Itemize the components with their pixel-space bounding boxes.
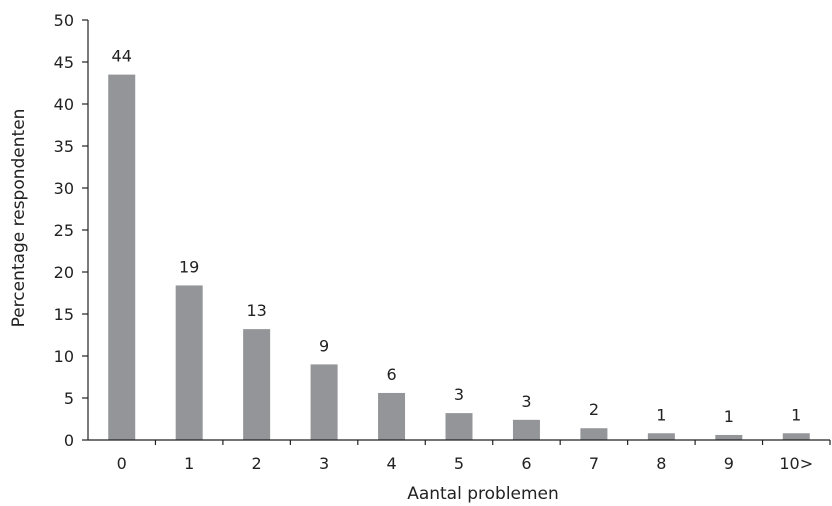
bar [108,74,136,440]
bar [310,364,338,440]
x-tick-label: 0 [117,454,127,473]
y-tick-label: 0 [64,431,74,450]
bar-value-label: 1 [656,405,666,424]
y-axis-ticks: 0 5 10 15 20 25 30 35 40 45 50 [54,11,88,450]
x-tick-label: 6 [521,454,531,473]
x-axis-title: Aantal problemen [407,484,559,504]
bars [108,74,810,440]
bar-value-label: 9 [319,336,329,355]
y-tick-label: 10 [54,347,74,366]
bar-value-label: 44 [112,47,132,66]
y-tick-label: 45 [54,53,74,72]
bar [782,433,810,440]
bar-value-label: 3 [454,385,464,404]
x-tick-label: 8 [656,454,666,473]
bar-value-label: 2 [589,400,599,419]
bar [580,428,608,440]
x-tick-label: 7 [589,454,599,473]
bar [175,285,203,440]
bar [715,434,743,440]
x-tick-label: 2 [252,454,262,473]
x-tick-label: 1 [184,454,194,473]
bar-value-label: 1 [724,407,734,426]
x-tick-label: 3 [319,454,329,473]
x-tick-label: 10> [779,454,813,473]
bar [647,433,675,440]
bar-value-label: 6 [386,365,396,384]
x-tick-label: 9 [724,454,734,473]
y-tick-label: 50 [54,11,74,30]
bar [378,392,406,440]
y-tick-label: 35 [54,137,74,156]
bar-value-label: 13 [246,301,266,320]
y-tick-label: 20 [54,263,74,282]
x-axis-ticks: 0 1 2 3 4 5 6 7 8 9 10> [117,440,831,473]
bar [243,329,271,440]
bar [445,413,473,440]
y-axis-title: Percentage respondenten [9,109,29,328]
y-tick-label: 15 [54,305,74,324]
y-tick-label: 30 [54,179,74,198]
bar-value-label: 1 [791,405,801,424]
x-tick-label: 4 [386,454,396,473]
y-tick-label: 25 [54,221,74,240]
bar [512,419,540,440]
y-tick-label: 40 [54,95,74,114]
x-tick-label: 5 [454,454,464,473]
bar-value-label: 19 [179,257,199,276]
bar-value-label: 3 [521,392,531,411]
y-tick-label: 5 [64,389,74,408]
bar-data-labels: 44 19 13 9 6 3 3 2 1 1 1 [112,47,802,426]
